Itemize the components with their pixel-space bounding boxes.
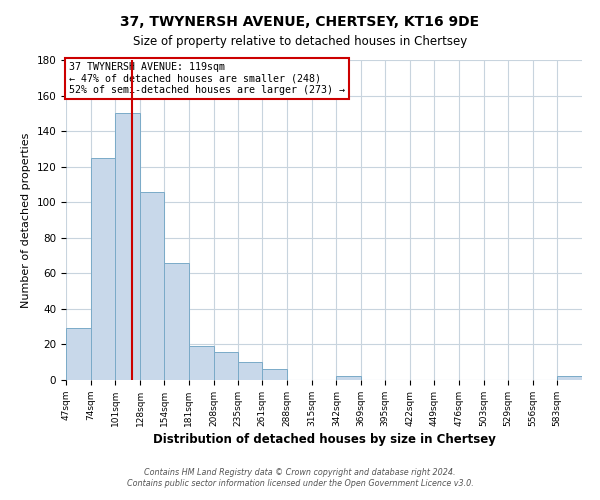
- Text: Size of property relative to detached houses in Chertsey: Size of property relative to detached ho…: [133, 35, 467, 48]
- Bar: [115, 114, 140, 380]
- Bar: [337, 376, 361, 380]
- Bar: [140, 192, 164, 380]
- Bar: [189, 346, 214, 380]
- Bar: [262, 370, 287, 380]
- Bar: [214, 352, 238, 380]
- Bar: [238, 362, 262, 380]
- Bar: [557, 376, 582, 380]
- Text: Contains HM Land Registry data © Crown copyright and database right 2024.
Contai: Contains HM Land Registry data © Crown c…: [127, 468, 473, 487]
- Bar: [91, 158, 115, 380]
- Bar: [66, 328, 91, 380]
- X-axis label: Distribution of detached houses by size in Chertsey: Distribution of detached houses by size …: [152, 433, 496, 446]
- Text: 37, TWYNERSH AVENUE, CHERTSEY, KT16 9DE: 37, TWYNERSH AVENUE, CHERTSEY, KT16 9DE: [121, 15, 479, 29]
- Text: 37 TWYNERSH AVENUE: 119sqm
← 47% of detached houses are smaller (248)
52% of sem: 37 TWYNERSH AVENUE: 119sqm ← 47% of deta…: [68, 62, 344, 95]
- Bar: [164, 262, 189, 380]
- Y-axis label: Number of detached properties: Number of detached properties: [21, 132, 31, 308]
